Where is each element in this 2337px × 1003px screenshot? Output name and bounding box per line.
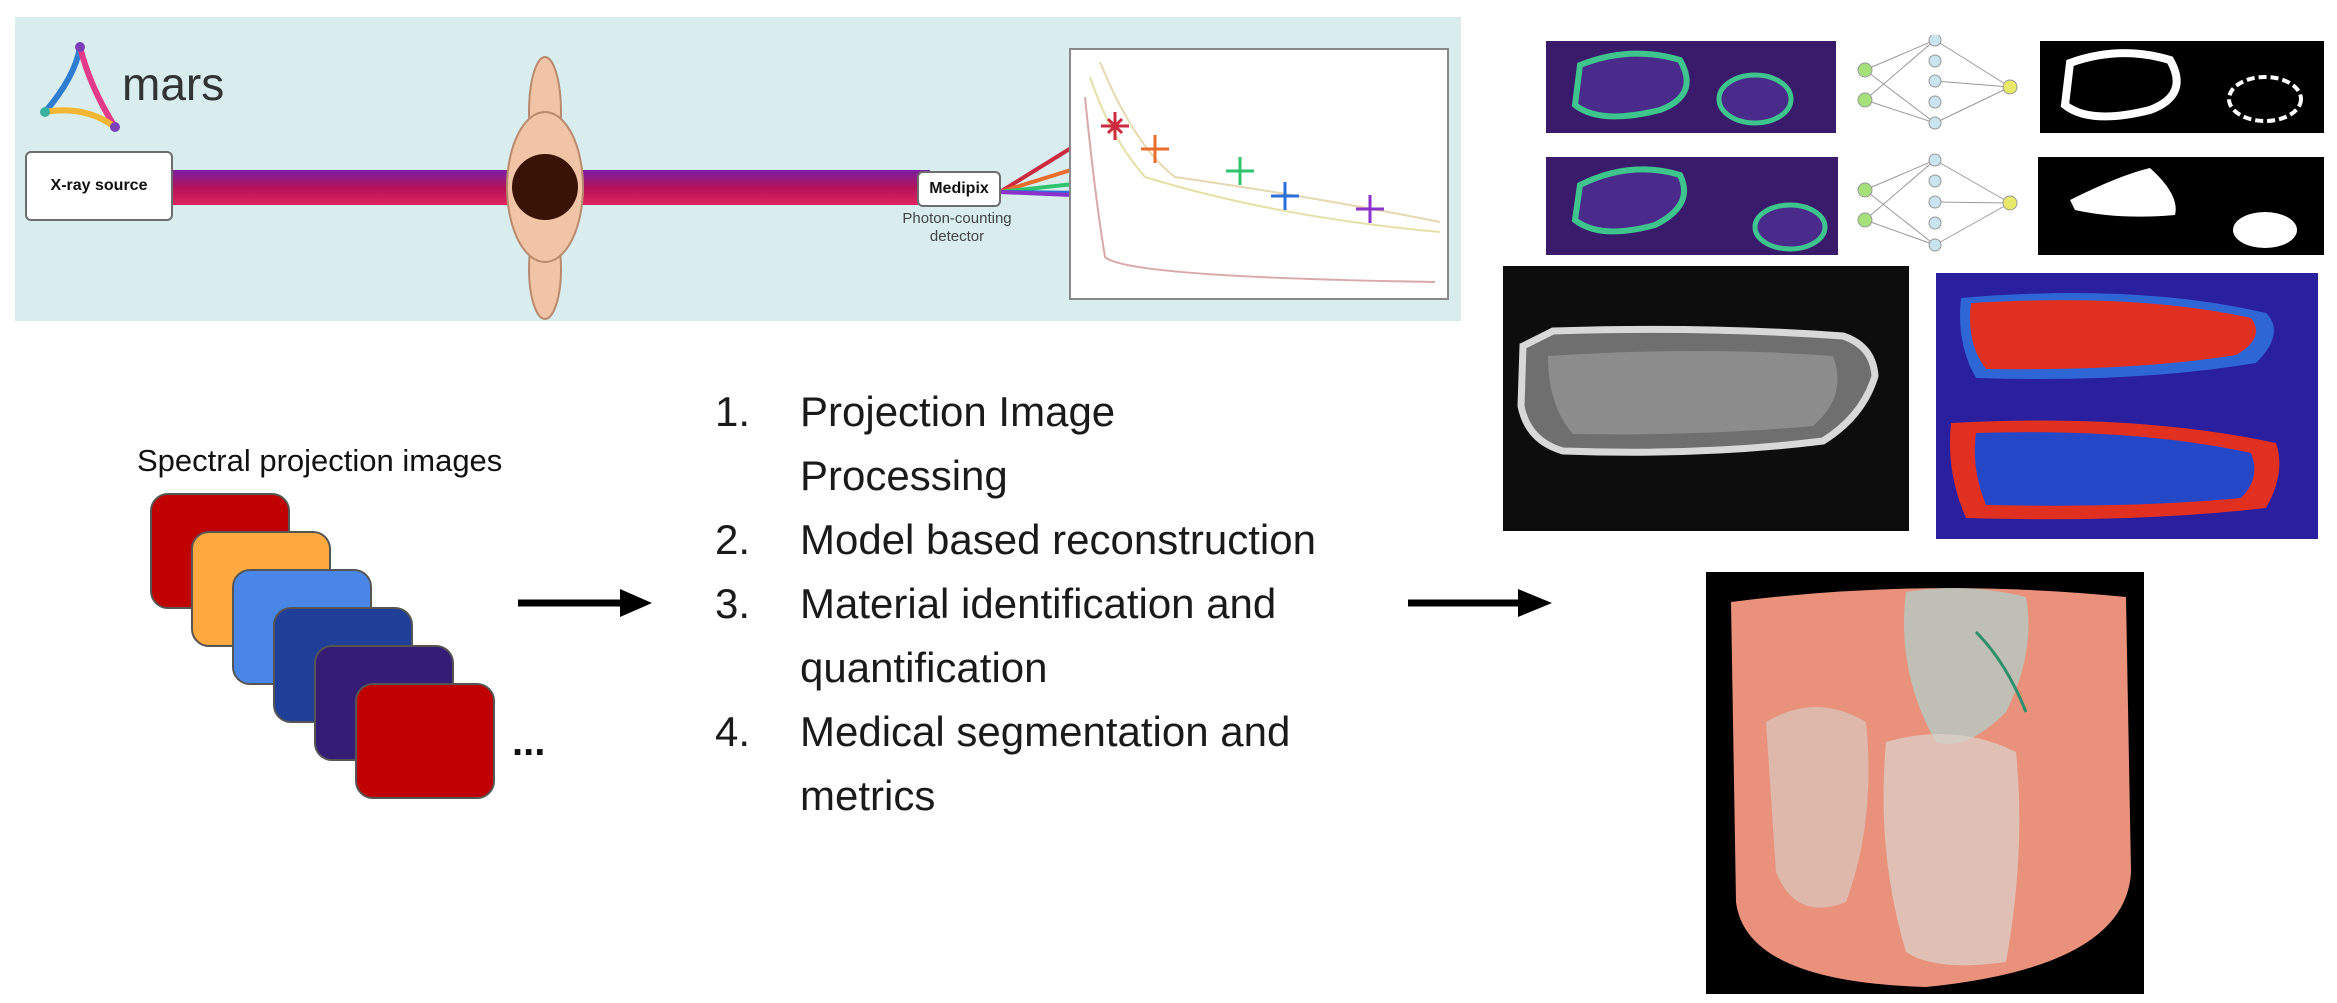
list-item: 1. Projection Image Processing — [715, 380, 1380, 508]
mars-logo-icon — [40, 42, 120, 132]
step-text-line2: metrics — [800, 772, 936, 819]
step-number: 2. — [715, 516, 751, 563]
energy-markers — [1101, 112, 1384, 223]
logo-text: mars — [122, 58, 225, 110]
input-title: Spectral projection images — [137, 443, 503, 478]
step-text-line1: Medical segmentation and — [800, 708, 1291, 755]
spectrum-plot — [1069, 48, 1449, 300]
xray-source-label: X-ray source — [25, 151, 173, 221]
list-item: 4. Medical segmentation and metrics — [715, 700, 1380, 828]
setup-diagram — [40, 42, 1449, 320]
reconstruction-image — [1503, 266, 1909, 531]
segmentation-network-figure — [1546, 35, 2324, 255]
projection-card — [355, 683, 495, 799]
arrow-right-icon — [1408, 589, 1552, 617]
arrow-right-icon — [518, 589, 652, 617]
subject-icon — [506, 56, 584, 320]
neural-network-icon — [1857, 35, 2018, 130]
imaging-setup-panel: mars X-ray source Medipix Photon-countin… — [15, 17, 1461, 321]
neural-network-icon — [1857, 153, 2018, 252]
step-number: 4. — [715, 708, 751, 755]
step-text-line1: Material identification and — [800, 580, 1277, 627]
list-item: 2. Model based reconstruction — [715, 508, 1380, 572]
step-number: 3. — [715, 580, 751, 627]
detector-caption: Photon-counting detector — [867, 210, 1047, 246]
volume-render-image — [1706, 572, 2144, 994]
detector-caption-line2: detector — [929, 228, 985, 245]
step-text-line2: quantification — [800, 644, 1048, 691]
detector-label: Medipix — [917, 171, 1001, 207]
step-text-line1: Projection Image — [800, 388, 1116, 435]
processing-steps-list: 1. Projection Image Processing 2. Model b… — [715, 380, 1380, 828]
material-map-image — [1936, 273, 2318, 539]
step-number: 1. — [715, 388, 751, 435]
step-text-line1: Model based reconstruction — [800, 516, 1316, 563]
list-item: 3. Material identification and quantifica… — [715, 572, 1380, 700]
detector-caption-line1: Photon-counting — [902, 210, 1012, 227]
step-text-line2: Processing — [800, 452, 1008, 499]
more-ellipsis: ... — [512, 720, 546, 764]
